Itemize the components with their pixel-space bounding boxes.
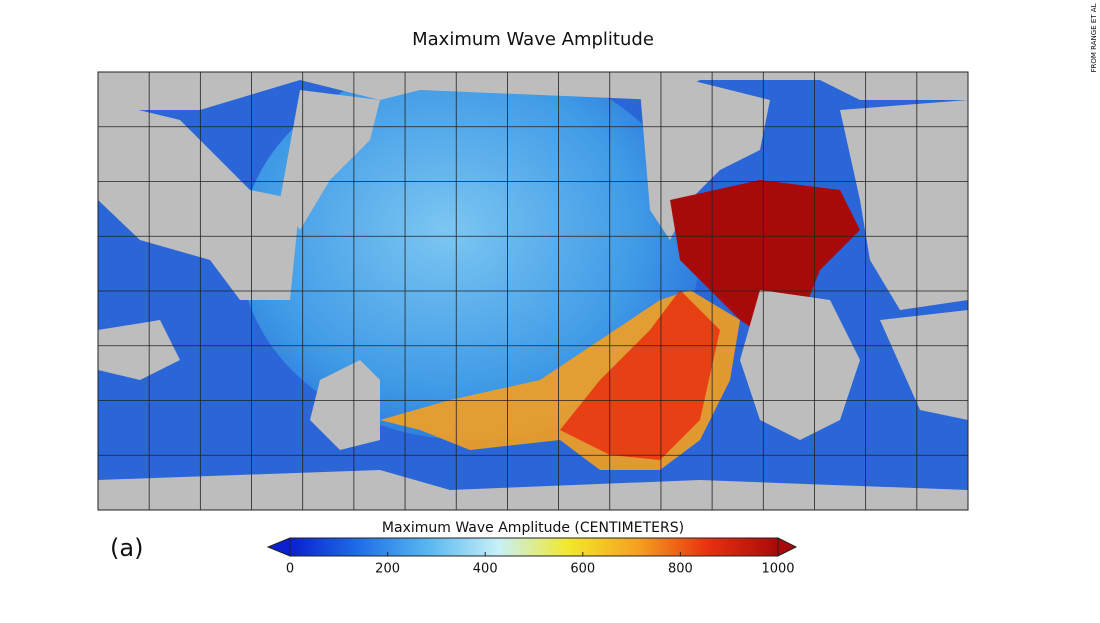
colorbar-tick-label: 800 — [668, 562, 693, 577]
colorbar-tick-label: 200 — [375, 562, 400, 577]
flood-region — [670, 180, 860, 340]
credit: FROM RANGE ET AL — [1090, 3, 1098, 72]
land — [310, 360, 380, 450]
land — [740, 290, 860, 440]
land — [280, 90, 380, 230]
colorbar-over-arrow — [777, 537, 798, 557]
colorbar-tick-label: 400 — [473, 562, 498, 577]
title: Maximum Wave Amplitude — [412, 29, 654, 50]
colorbar: 0 200 400 600 800 1000 — [266, 537, 798, 577]
colorbar-tick-label: 0 — [286, 562, 294, 577]
graticule — [98, 72, 968, 510]
panel-label: (a) — [110, 534, 143, 562]
land — [98, 72, 968, 110]
colorbar-tick-label: 600 — [570, 562, 595, 577]
land — [98, 320, 180, 380]
colorbar-label: Maximum Wave Amplitude (CENTIMETERS) — [382, 520, 684, 536]
land — [840, 100, 968, 310]
land — [98, 470, 968, 510]
ocean-basin — [240, 72, 700, 440]
colorbar-under-arrow — [266, 537, 291, 557]
map-frame — [97, 71, 969, 511]
land — [98, 100, 300, 300]
land — [880, 310, 968, 420]
colorbar-bar — [289, 537, 779, 557]
colorbar-tick-label: 1000 — [761, 562, 794, 577]
wave-core — [560, 290, 720, 460]
map — [98, 72, 968, 510]
